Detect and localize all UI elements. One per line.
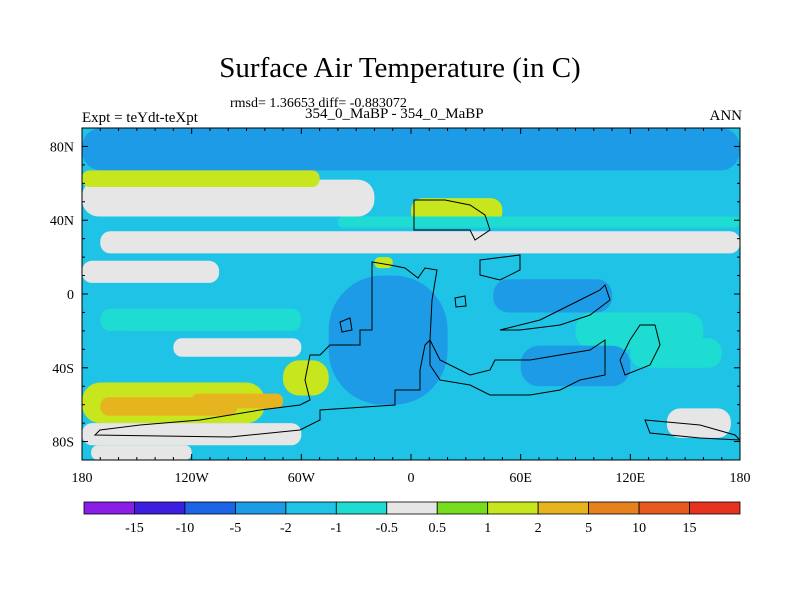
field-region	[173, 338, 302, 357]
colorbar-swatch	[689, 501, 741, 515]
colorbar-label: -1	[330, 521, 342, 536]
colorbar-swatch	[234, 501, 287, 515]
chart-subtitle: 354_0_MaBP - 354_0_MaBP	[305, 106, 484, 122]
field-region	[82, 128, 740, 171]
colorbar-label: 5	[585, 521, 592, 536]
field-region	[82, 260, 220, 283]
field-region	[520, 345, 631, 387]
field-region	[374, 257, 393, 269]
colorbar-label: 2	[535, 521, 542, 536]
field-region	[630, 338, 722, 368]
colorbar-label: 15	[683, 521, 697, 536]
field-region	[100, 308, 302, 331]
season-label: ANN	[709, 108, 743, 124]
colorbar-swatch	[638, 501, 690, 515]
x-tick-label: 180	[72, 471, 93, 486]
colorbar-label: -2	[280, 521, 292, 536]
temperature-field	[82, 128, 740, 460]
y-tick-label: 40N	[50, 214, 74, 229]
field-region	[91, 445, 192, 460]
x-tick-label: 60W	[288, 471, 316, 486]
colorbar-label: -15	[125, 521, 144, 536]
axes: 180 120W 60W 0 60E 120E 180 80N 40N 0 40S 80S	[50, 127, 751, 486]
colorbar-swatch	[285, 501, 337, 515]
y-tick-label: 0	[67, 288, 74, 303]
x-tick-label: 0	[408, 471, 415, 486]
colorbar-swatch	[588, 501, 640, 515]
y-tick-label: 80N	[50, 140, 74, 155]
rmsd-diff-stats: rmsd= 1.36653 diff= -0.883072	[230, 96, 407, 111]
x-tick-label: 120W	[175, 471, 210, 486]
field-region	[337, 216, 740, 228]
colorbar-swatch	[487, 501, 539, 515]
colorbar-swatch	[335, 501, 388, 515]
colorbar-label: 1	[484, 521, 491, 536]
experiment-label: Expt = teYdt-teXpt	[82, 110, 198, 126]
field-region	[100, 231, 740, 254]
field-region	[666, 408, 731, 438]
chart-title: Surface Air Temperature (in C)	[219, 52, 581, 84]
field-region	[82, 423, 302, 446]
colorbar-label: 10	[632, 521, 646, 536]
field-region	[82, 179, 375, 217]
colorbar-swatch	[537, 501, 590, 515]
colorbar-swatch	[134, 501, 186, 515]
colorbar-swatch	[386, 501, 438, 515]
field-region	[328, 275, 448, 405]
colorbar: -15 -10 -5 -2 -1 -0.5 0.5 1 2 5 10 15	[83, 501, 741, 536]
colorbar-label: -0.5	[376, 521, 398, 536]
field-region	[191, 393, 284, 409]
x-tick-label: 180	[730, 471, 751, 486]
y-tick-label: 40S	[52, 362, 74, 377]
colorbar-swatch	[83, 501, 135, 515]
field-region	[493, 279, 613, 313]
continent-outlines	[93, 199, 740, 441]
colorbar-label: 0.5	[428, 521, 446, 536]
colorbar-label: -5	[230, 521, 242, 536]
y-tick-label: 80S	[52, 436, 74, 451]
x-tick-label: 120E	[616, 471, 646, 486]
colorbar-swatch	[436, 501, 489, 515]
colorbar-swatch	[184, 501, 236, 515]
colorbar-label: -10	[176, 521, 195, 536]
field-region	[82, 170, 320, 188]
x-tick-label: 60E	[509, 471, 532, 486]
